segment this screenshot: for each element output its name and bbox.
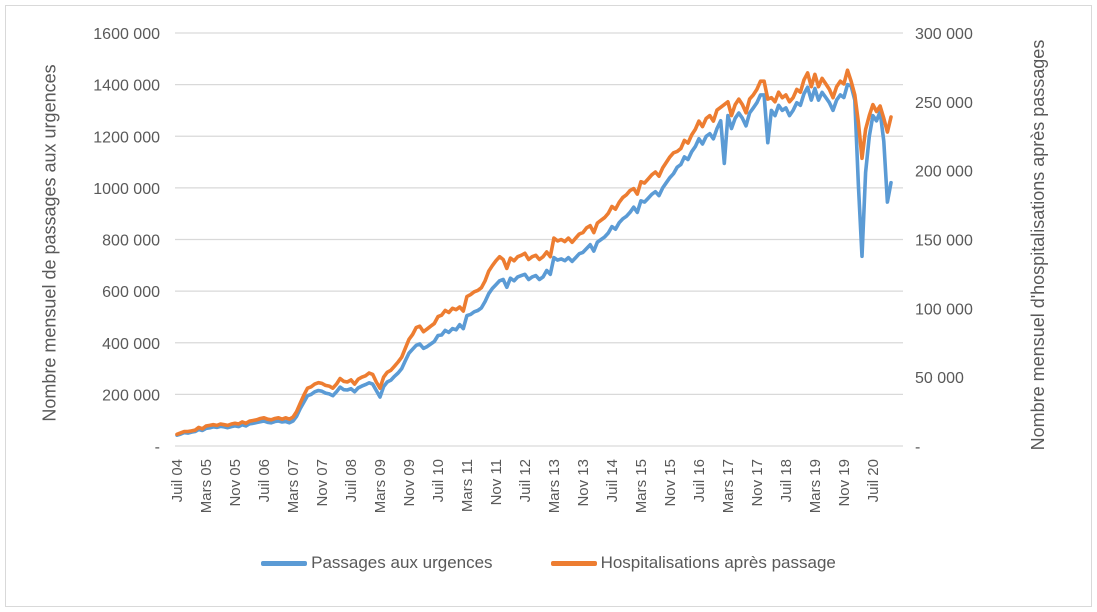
left-axis-tick-label: 1200 000 (93, 129, 160, 146)
x-axis-tick-label: Nov 13 (575, 459, 592, 507)
x-axis-tick-label: Nov 15 (662, 459, 679, 507)
passages-series-line (175, 82, 893, 438)
legend: Passages aux urgences Hospitalisations a… (0, 553, 1097, 573)
left-axis-tick-label: 1600 000 (93, 26, 160, 43)
passages-legend-swatch-icon (261, 560, 308, 566)
x-axis-tick-label: Juil 10 (430, 459, 447, 502)
x-axis-tick-label: Mars 17 (720, 459, 737, 513)
x-axis-tick-label: Juil 20 (865, 459, 882, 502)
left-axis-tick-label: 1000 000 (93, 181, 160, 198)
right-axis-tick-label: 50 000 (915, 370, 964, 387)
left-axis-tick-label: 400 000 (102, 336, 160, 353)
right-axis-tick-label: 300 000 (915, 26, 973, 43)
left-axis-title: Nombre mensuel de passages aux urgences (39, 64, 60, 422)
hospitalisations-legend-label: Hospitalisations après passage (600, 553, 836, 572)
right-axis-title: Nombre mensuel d'hospitalisations après … (1027, 39, 1048, 451)
left-axis-tick-label: 200 000 (102, 387, 160, 404)
left-axis-tick-label: - (155, 439, 160, 456)
right-axis-tick-label: 100 000 (915, 301, 973, 318)
x-axis-tick-label: Nov 05 (227, 459, 244, 507)
x-axis-tick-label: Mars 05 (198, 459, 215, 513)
x-axis-tick-label: Nov 17 (749, 459, 766, 507)
hospitalisations-legend-swatch-icon (550, 560, 597, 566)
passages-legend-label: Passages aux urgences (311, 553, 493, 572)
legend-item-passages: Passages aux urgences (261, 553, 493, 573)
x-axis-tick-label: Mars 15 (633, 459, 650, 513)
left-axis-tick-label: 600 000 (102, 284, 160, 301)
x-axis-tick-label: Mars 07 (285, 459, 302, 513)
x-axis-tick-label: Nov 09 (401, 459, 418, 507)
x-axis-tick-label: Juil 18 (778, 459, 795, 502)
x-axis-tick-label: Juil 04 (169, 459, 186, 502)
x-axis-tick-label: Nov 11 (488, 459, 505, 505)
x-axis-tick-label: Nov 19 (836, 459, 853, 507)
left-axis-tick-label: 1400 000 (93, 78, 160, 95)
x-axis-tick-label: Mars 09 (372, 459, 389, 513)
x-axis-tick-label: Juil 14 (604, 459, 621, 502)
x-axis-tick-label: Juil 16 (691, 459, 708, 502)
hospitalisations-series-line (175, 68, 893, 437)
right-axis-tick-label: 150 000 (915, 233, 973, 250)
right-axis-tick-label: 200 000 (915, 164, 973, 181)
right-axis-tick-label: - (915, 439, 920, 456)
left-axis-tick-label: 800 000 (102, 233, 160, 250)
x-axis-tick-label: Mars 11 (459, 459, 476, 512)
x-axis-tick-label: Nov 07 (314, 459, 331, 507)
x-axis-tick-label: Juil 12 (517, 459, 534, 502)
x-axis-tick-label: Mars 19 (807, 459, 824, 513)
legend-item-hospitalisations: Hospitalisations après passage (550, 553, 836, 573)
x-axis-tick-label: Juil 08 (343, 459, 360, 502)
right-axis-tick-label: 250 000 (915, 95, 973, 112)
x-axis-tick-label: Mars 13 (546, 459, 563, 513)
x-axis-tick-label: Juil 06 (256, 459, 273, 502)
